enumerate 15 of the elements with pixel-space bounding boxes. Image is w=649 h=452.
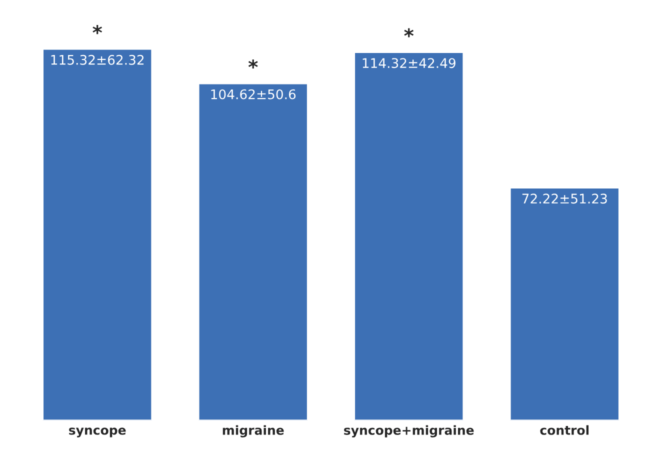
- bar: [354, 52, 464, 420]
- bar: [198, 82, 308, 420]
- x-tick-label: syncope: [69, 428, 126, 438]
- data-label: 104.62±50.6: [211, 89, 296, 100]
- annotation: *: [404, 28, 414, 38]
- data-label: 114.32±42.49: [362, 58, 456, 68]
- data-label: 72.22±51.23: [522, 194, 607, 204]
- bar: [42, 48, 153, 420]
- bar: [509, 187, 620, 420]
- x-tick-label: migraine: [222, 425, 284, 438]
- data-label: 115.32±62.32: [51, 54, 144, 65]
- x-tick-label: syncope+migraine: [344, 425, 474, 438]
- annotation: *: [248, 59, 258, 69]
- x-tick-label: control: [540, 425, 589, 435]
- annotation: *: [92, 25, 102, 34]
